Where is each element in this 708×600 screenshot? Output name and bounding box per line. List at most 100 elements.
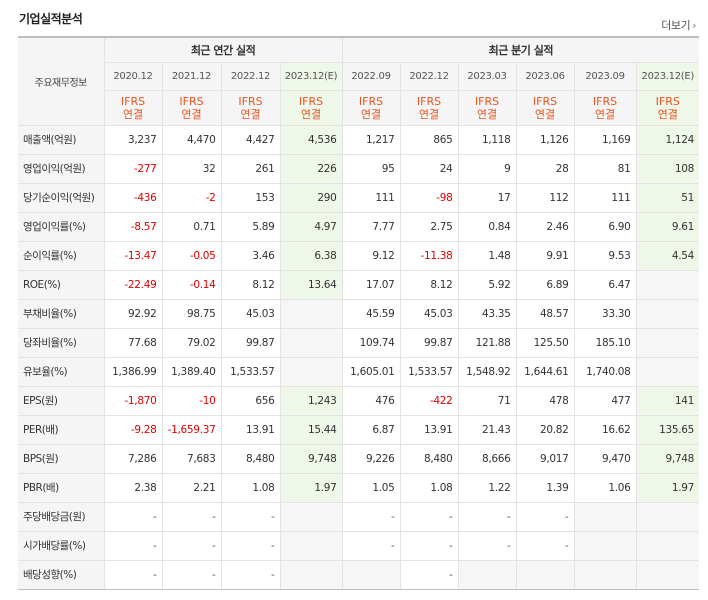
chevron-right-icon: › <box>692 19 696 32</box>
table-cell: 6.47 <box>574 270 637 300</box>
table-row: EPS(원) -1,870 -10 656 1,243 476 -422 71 478 477 14… <box>18 385 700 416</box>
row-label: PBR(배) <box>18 473 105 503</box>
table-cell <box>342 560 401 590</box>
table-cell: 112 <box>516 183 575 213</box>
period-header: 2023.09 <box>574 62 637 91</box>
table-cell: 478 <box>516 385 575 416</box>
table-cell: 0.84 <box>458 211 517 242</box>
table-row: PER(배) -9.28 -1,659.37 13.91 15.44 6.87 13.91 2… <box>18 415 700 445</box>
table-cell: - <box>104 560 163 590</box>
table-cell: 99.87 <box>400 328 459 358</box>
table-cell <box>636 357 700 387</box>
table-cell: 1,605.01 <box>342 357 401 387</box>
table-cell: 4.54 <box>636 241 700 271</box>
table-cell: 111 <box>574 183 637 213</box>
table-cell: 9 <box>458 154 517 184</box>
table-cell <box>636 560 700 590</box>
table-cell: -22.49 <box>104 270 163 300</box>
table-cell: 1.08 <box>221 473 281 503</box>
consolidated-label: 연결 <box>534 107 556 121</box>
table-cell: 2.75 <box>400 211 459 242</box>
table-cell: 16.62 <box>574 415 637 445</box>
table-cell: 7,286 <box>104 444 163 474</box>
table-cell <box>574 560 637 590</box>
table-cell <box>280 357 343 387</box>
ifrs-label: IFRS <box>358 94 384 108</box>
table-cell: 1,533.57 <box>400 357 459 387</box>
table-cell: 28 <box>516 154 575 184</box>
table-row: 당좌비율(%) 77.68 79.02 99.87 109.74 99.87 121.88 1… <box>18 328 700 358</box>
ifrs-badge: IFRS 연결 <box>221 90 281 126</box>
table-cell: 1,548.92 <box>458 357 517 387</box>
table-cell: 9,748 <box>280 444 343 474</box>
table-cell: 17.07 <box>342 270 401 300</box>
table-cell: 51 <box>636 183 700 213</box>
table-cell: - <box>458 531 517 561</box>
table-cell <box>280 560 343 590</box>
more-label: 더보기 <box>661 19 691 32</box>
table-cell: 13.91 <box>221 415 281 445</box>
table-cell: 15.44 <box>280 415 343 445</box>
table-cell <box>636 328 700 358</box>
row-label: 매출액(억원) <box>18 125 105 155</box>
consolidated-label: 연결 <box>181 107 202 121</box>
table-cell: 1,217 <box>342 125 401 155</box>
table-cell: 1.97 <box>636 473 700 503</box>
row-label: 영업이익률(%) <box>18 211 105 242</box>
period-header: 2023.03 <box>458 62 517 91</box>
table-cell: 13.64 <box>280 270 343 300</box>
table-cell: -436 <box>104 183 163 213</box>
consolidated-label: 연결 <box>300 107 322 121</box>
row-label: PER(배) <box>18 415 105 445</box>
table-cell: 8.12 <box>400 270 459 300</box>
table-cell <box>636 299 700 329</box>
table-cell <box>636 501 700 532</box>
table-cell: 8,480 <box>400 444 459 474</box>
table-cell: -13.47 <box>104 241 163 271</box>
more-link[interactable]: 더보기 › <box>661 17 696 33</box>
table-cell: 9.53 <box>574 241 637 271</box>
table-cell: 48.57 <box>516 299 575 329</box>
table-cell: 1,243 <box>280 385 343 416</box>
table-cell <box>458 560 517 590</box>
table-cell: 95 <box>342 154 401 184</box>
table-cell: 7.77 <box>342 211 401 242</box>
table-cell: 1.48 <box>458 241 517 271</box>
table-cell: 9.91 <box>516 241 575 271</box>
row-label: 배당성향(%) <box>18 560 105 590</box>
table-row: 배당성향(%) - - - - <box>18 560 700 590</box>
table-row: 당기순이익(억원) -436 -2 153 290 111 -98 17 112 111 51 <box>18 183 700 213</box>
period-header: 2022.12 <box>221 62 281 91</box>
consolidated-label: 연결 <box>657 107 678 121</box>
table-cell: 4,427 <box>221 125 281 155</box>
table-row: 주당배당금(원) - - - - - - - <box>18 501 700 532</box>
ifrs-badge: IFRS 연결 <box>342 90 401 126</box>
table-cell: - <box>400 531 459 561</box>
table-cell: 43.35 <box>458 299 517 329</box>
ifrs-badge: IFRS 연결 <box>280 90 343 126</box>
table-cell: 1,740.08 <box>574 357 637 387</box>
ifrs-badge: IFRS 연결 <box>574 90 637 126</box>
row-label: 주당배당금(원) <box>18 501 105 532</box>
table-cell: - <box>400 501 459 532</box>
row-label: 시가배당률(%) <box>18 531 105 561</box>
table-cell: - <box>516 531 575 561</box>
ifrs-label: IFRS <box>532 94 558 108</box>
consolidated-label: 연결 <box>594 107 616 121</box>
table-cell: 125.50 <box>516 328 575 358</box>
table-cell: - <box>162 560 222 590</box>
table-cell <box>280 328 343 358</box>
table-cell: 24 <box>400 154 459 184</box>
table-cell: 79.02 <box>162 328 222 358</box>
table-cell: 153 <box>221 183 281 213</box>
table-cell: 71 <box>458 385 517 416</box>
consolidated-label: 연결 <box>418 107 440 121</box>
table-cell: 135.65 <box>636 415 700 445</box>
consolidated-label: 연결 <box>360 107 382 121</box>
row-label: 영업이익(억원) <box>18 154 105 184</box>
period-header: 2023.06 <box>516 62 575 91</box>
table-cell: 1.05 <box>342 473 401 503</box>
table-cell: 656 <box>221 385 281 416</box>
table-cell: - <box>104 531 163 561</box>
table-cell: 1.22 <box>458 473 517 503</box>
